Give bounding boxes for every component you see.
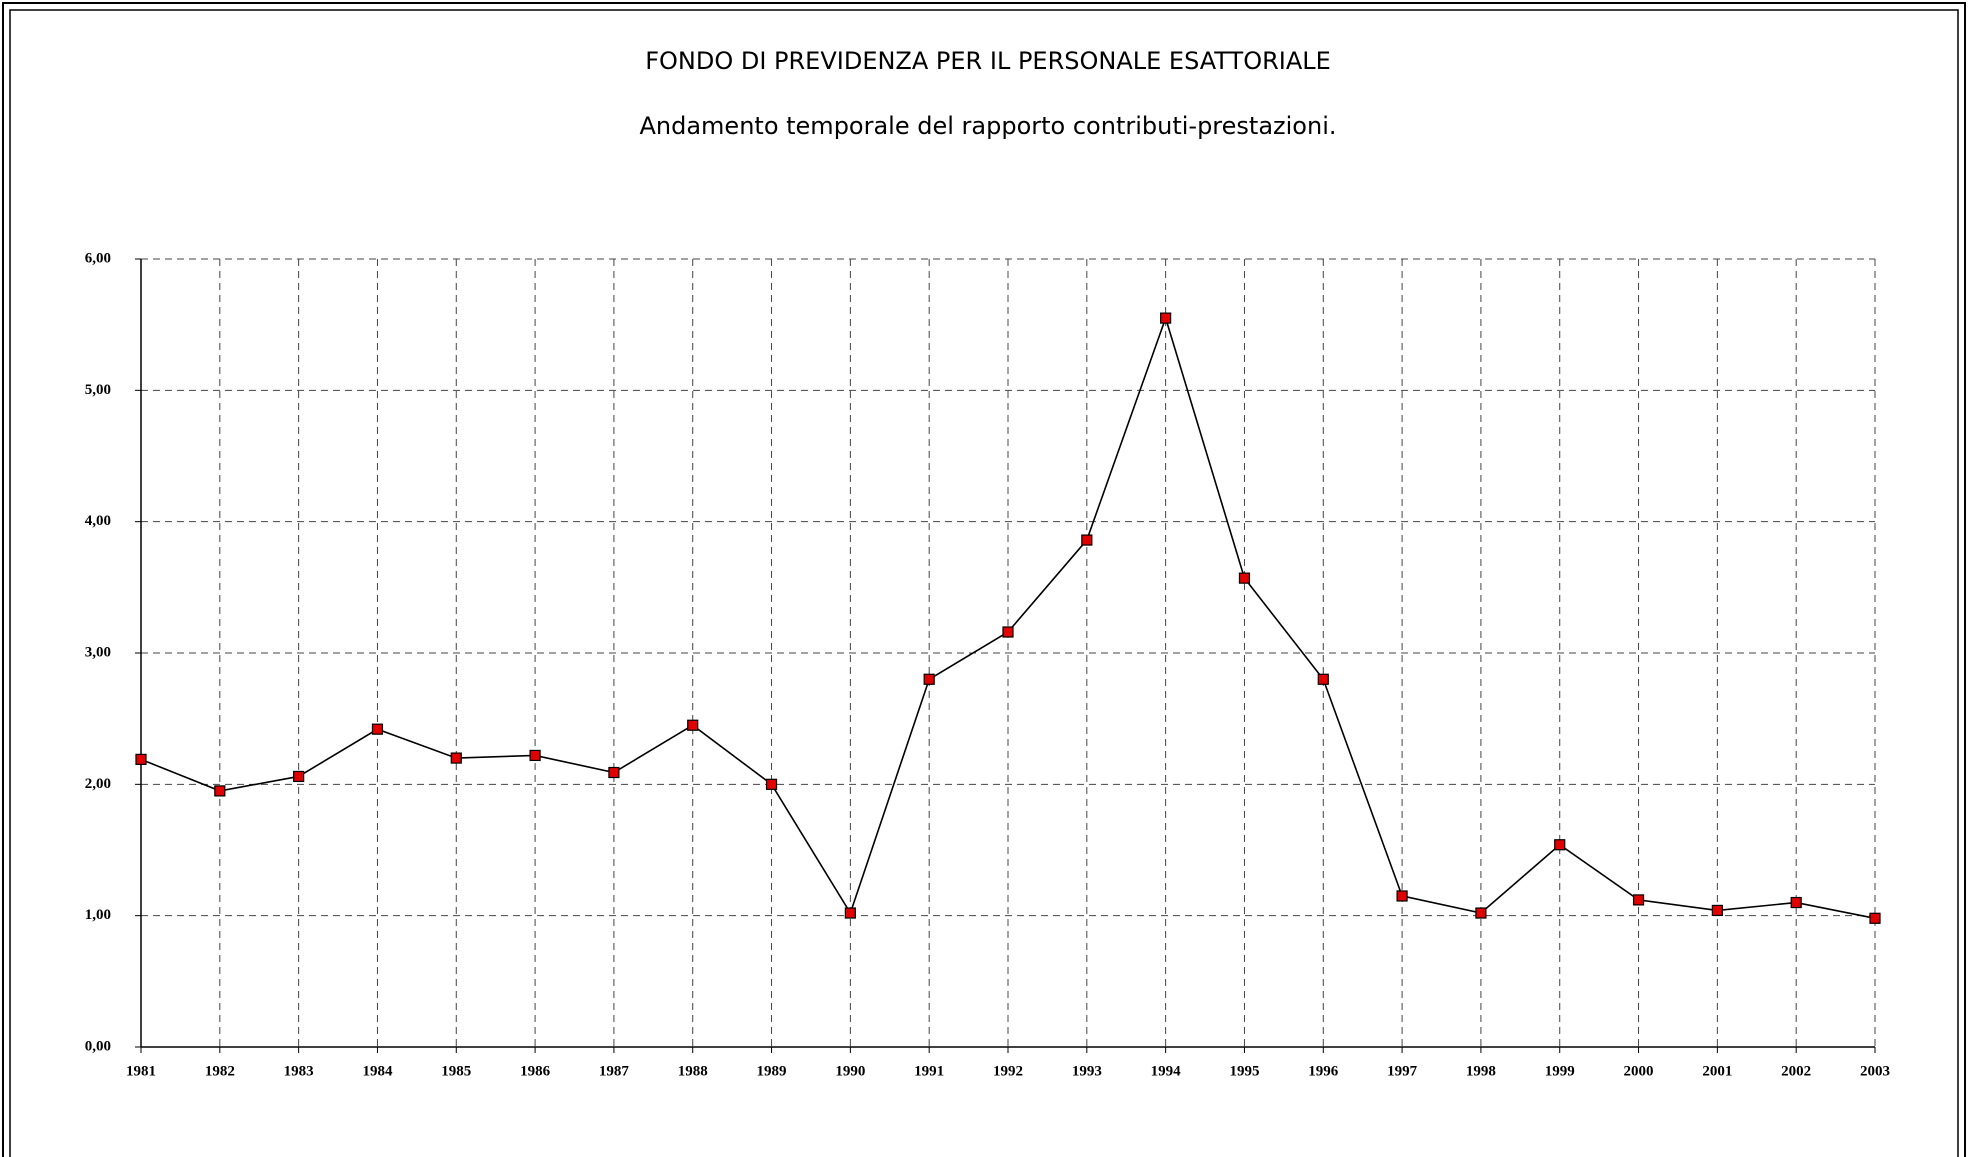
data-point — [608, 766, 620, 779]
y-tick-label: 2,00 — [85, 776, 111, 792]
y-tick-label: 5,00 — [85, 382, 111, 398]
x-tick-label: 1997 — [1387, 1063, 1418, 1079]
data-point — [1790, 896, 1802, 909]
y-tick-label: 4,00 — [85, 513, 111, 529]
data-point — [1475, 907, 1487, 919]
data-point — [844, 907, 856, 919]
x-tick-label: 1984 — [362, 1063, 393, 1079]
data-point — [1632, 894, 1645, 906]
y-tick-label: 3,00 — [85, 644, 111, 660]
data-point — [1869, 912, 1881, 924]
data-point — [923, 673, 935, 685]
data-point — [214, 785, 226, 797]
data-point — [1160, 312, 1172, 324]
x-tick-label: 1996 — [1308, 1063, 1339, 1079]
x-tick-label: 1988 — [678, 1063, 708, 1079]
chart-subtitle: Andamento temporale del rapporto contrib… — [639, 112, 1336, 140]
y-tick-label: 6,00 — [85, 250, 111, 266]
x-tick-label: 1987 — [599, 1063, 630, 1079]
data-point — [1238, 572, 1251, 584]
data-point — [1081, 534, 1093, 546]
data-point — [1711, 904, 1723, 917]
data-point — [293, 770, 305, 783]
data-point — [1317, 673, 1329, 685]
data-point — [371, 723, 384, 735]
chart-title: FONDO DI PREVIDENZA PER IL PERSONALE ESA… — [645, 47, 1331, 75]
inner-frame — [9, 9, 1959, 1157]
x-tick-label: 1999 — [1545, 1063, 1575, 1079]
x-tick-label: 2002 — [1781, 1063, 1811, 1079]
data-point — [529, 749, 541, 762]
x-tick-label: 1994 — [1151, 1063, 1182, 1079]
x-tick-label: 1985 — [441, 1063, 471, 1079]
data-point — [765, 778, 778, 790]
x-tick-label: 1983 — [284, 1063, 314, 1079]
y-tick-label: 1,00 — [85, 907, 111, 923]
x-tick-label: 1990 — [835, 1063, 865, 1079]
data-point — [450, 752, 462, 764]
x-tick-label: 1981 — [126, 1063, 156, 1079]
x-tick-label: 1989 — [757, 1063, 787, 1079]
data-point — [1396, 890, 1408, 902]
x-tick-label: 1995 — [1229, 1063, 1259, 1079]
x-tick-label: 2000 — [1624, 1063, 1654, 1079]
x-tick-label: 1982 — [205, 1063, 235, 1079]
x-tick-label: 1992 — [993, 1063, 1023, 1079]
x-tick-label: 1993 — [1072, 1063, 1102, 1079]
x-tick-label: 1986 — [520, 1063, 551, 1079]
y-tick-label: 0,00 — [85, 1038, 111, 1054]
x-tick-label: 1991 — [914, 1063, 944, 1079]
x-tick-label: 2003 — [1860, 1063, 1890, 1079]
data-point — [135, 753, 147, 765]
data-point — [687, 719, 699, 731]
data-point — [1554, 839, 1566, 851]
x-tick-label: 1998 — [1466, 1063, 1496, 1079]
data-point — [1002, 626, 1014, 638]
x-tick-label: 2001 — [1702, 1063, 1732, 1079]
